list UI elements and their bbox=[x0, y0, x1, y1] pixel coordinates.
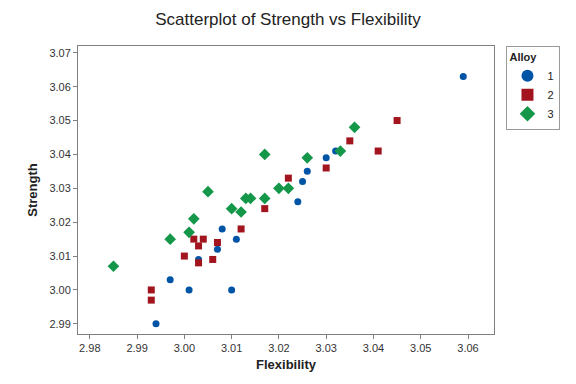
svg-text:3.00: 3.00 bbox=[49, 284, 70, 296]
svg-text:3.05: 3.05 bbox=[49, 114, 70, 126]
svg-text:3.06: 3.06 bbox=[457, 342, 478, 354]
svg-text:1: 1 bbox=[547, 70, 553, 82]
svg-text:3.04: 3.04 bbox=[363, 342, 384, 354]
svg-text:3.07: 3.07 bbox=[49, 47, 70, 59]
svg-text:3.03: 3.03 bbox=[49, 182, 70, 194]
svg-text:Flexibility: Flexibility bbox=[256, 357, 317, 372]
svg-text:2.99: 2.99 bbox=[49, 318, 70, 330]
svg-text:3.03: 3.03 bbox=[315, 342, 336, 354]
svg-text:Scatterplot of Strength vs Fle: Scatterplot of Strength vs Flexibility bbox=[155, 10, 421, 29]
svg-text:3: 3 bbox=[547, 108, 553, 120]
svg-text:3.05: 3.05 bbox=[410, 342, 431, 354]
svg-text:3.01: 3.01 bbox=[221, 342, 242, 354]
svg-text:3.04: 3.04 bbox=[49, 148, 70, 160]
svg-text:2: 2 bbox=[547, 89, 553, 101]
svg-text:3.02: 3.02 bbox=[49, 216, 70, 228]
svg-text:Alloy: Alloy bbox=[509, 51, 537, 63]
svg-text:2.98: 2.98 bbox=[79, 342, 100, 354]
svg-text:3.02: 3.02 bbox=[268, 342, 289, 354]
svg-text:3.00: 3.00 bbox=[174, 342, 195, 354]
svg-text:Strength: Strength bbox=[25, 163, 40, 217]
svg-text:2.99: 2.99 bbox=[126, 342, 147, 354]
svg-text:3.01: 3.01 bbox=[49, 250, 70, 262]
svg-text:3.06: 3.06 bbox=[49, 81, 70, 93]
